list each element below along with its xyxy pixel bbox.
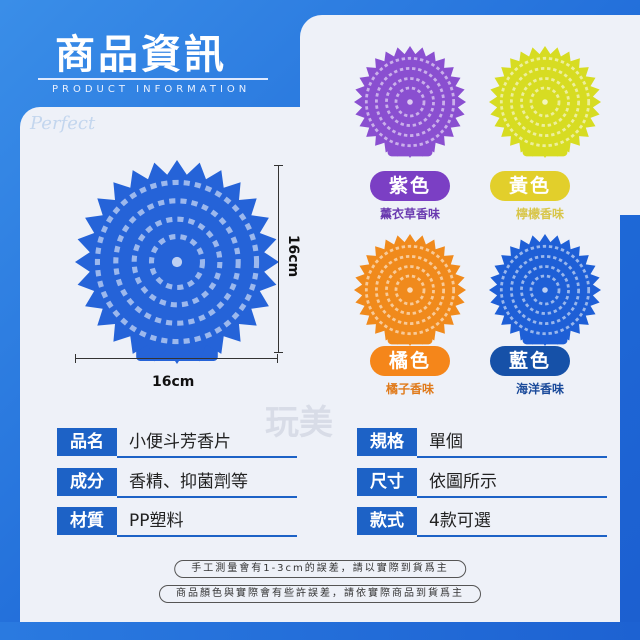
spec-label: 材質 [57, 507, 117, 535]
disc-ring [375, 255, 445, 325]
spec-label: 款式 [357, 507, 417, 535]
measurement-note: 手工測量會有1-3cm的誤差，請以實際到貨爲主 [174, 560, 466, 578]
main-product-disc [75, 160, 279, 364]
variant-yellow-label: 黃色 [490, 171, 570, 201]
disc-ring [385, 77, 435, 127]
spec-row-material: 材質 PP塑料 [57, 507, 297, 537]
spec-underline [417, 456, 607, 458]
spec-value: 單個 [429, 432, 463, 452]
disc-ring [113, 198, 241, 326]
variant-orange-scent: 橘子香味 [385, 382, 434, 396]
disc-ring [364, 244, 456, 336]
spec-label: 品名 [57, 428, 117, 456]
disc-ring [394, 86, 426, 118]
spec-label: 成分 [57, 468, 117, 496]
disc-center [171, 256, 183, 268]
color-note: 商品顏色與實際會有些許誤差，請依實際商品到貨爲主 [159, 585, 481, 603]
spec-row-name: 品名 小便斗芳香片 [57, 428, 297, 458]
spec-row-dimensions: 尺寸 依圖所示 [357, 468, 607, 498]
spec-value: 依圖所示 [429, 472, 497, 492]
disc-center [542, 287, 548, 293]
watermark-text: 玩美 [265, 403, 333, 443]
variant-blue-label: 藍色 [490, 346, 570, 376]
disc-ring [375, 67, 445, 137]
spec-value: 小便斗芳香片 [129, 432, 231, 452]
disc-ring [385, 265, 435, 315]
spec-underline [417, 496, 607, 498]
disc-center [407, 287, 413, 293]
page-title: 商品資訊 [55, 32, 227, 78]
variant-orange-label: 橘色 [370, 346, 450, 376]
disc-ring [394, 274, 426, 306]
spec-row-size: 規格 單個 [357, 428, 607, 458]
title-divider [38, 78, 268, 80]
disc-ring [510, 255, 580, 325]
spec-underline [117, 535, 297, 537]
height-dimension-line [274, 165, 283, 353]
variant-blue-scent: 海洋香味 [515, 382, 564, 396]
product-disc-blue [489, 234, 601, 346]
product-disc-orange [354, 234, 466, 346]
spec-underline [117, 496, 297, 498]
bottom-band [0, 622, 640, 640]
spec-underline [417, 535, 607, 537]
disc-center [542, 99, 548, 105]
width-label: 16cm [152, 374, 195, 390]
disc-ring [510, 67, 580, 137]
spec-label: 尺寸 [357, 468, 417, 496]
variant-yellow-scent: 檸檬香味 [515, 207, 564, 221]
page-subtitle: PRODUCT INFORMATION [52, 84, 251, 95]
spec-value: PP塑料 [129, 511, 184, 531]
spec-row-ingredients: 成分 香精、抑菌劑等 [57, 468, 297, 498]
width-dimension-line [75, 354, 278, 363]
disc-ring [94, 179, 260, 345]
disc-ring [499, 56, 591, 148]
disc-center [407, 99, 413, 105]
spec-value: 4款可選 [429, 511, 491, 531]
disc-ring [148, 233, 206, 291]
spec-underline [117, 456, 297, 458]
variant-purple-label: 紫色 [370, 171, 450, 201]
spec-label: 規格 [357, 428, 417, 456]
variant-purple-scent: 薰衣草香味 [379, 207, 440, 221]
spec-value: 香精、抑菌劑等 [129, 472, 248, 492]
product-disc-yellow [489, 46, 601, 158]
product-disc-purple [354, 46, 466, 158]
disc-ring [529, 86, 561, 118]
disc-ring [499, 244, 591, 336]
disc-ring [529, 274, 561, 306]
spec-row-style: 款式 4款可選 [357, 507, 607, 537]
disc-ring [364, 56, 456, 148]
disc-ring [131, 216, 223, 308]
height-label: 16cm [285, 234, 302, 278]
watermark-logo: Perfect [30, 113, 96, 134]
